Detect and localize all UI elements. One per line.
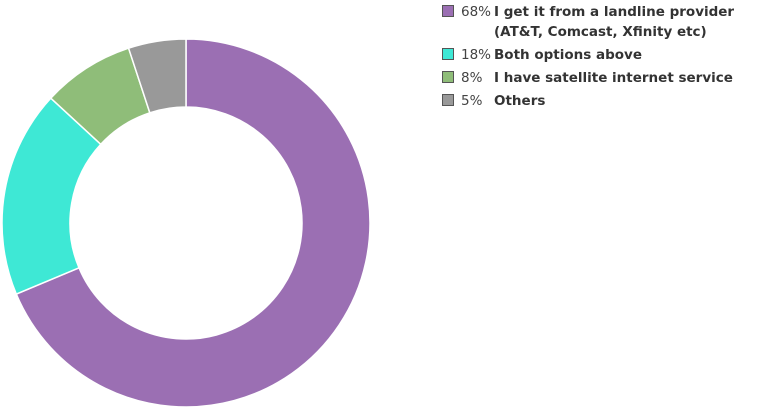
legend-percent: 18% — [461, 47, 492, 63]
chart-legend: 68% I get it from a landline provider (AT… — [442, 2, 778, 114]
legend-percent: 8% — [461, 70, 483, 86]
legend-swatch — [442, 48, 454, 60]
donut-slices — [1, 38, 371, 408]
legend-item-1[interactable]: 18% Both options above — [442, 45, 778, 65]
legend-item-0[interactable]: 68% I get it from a landline provider (AT… — [442, 2, 778, 42]
legend-percent: 68% — [461, 4, 492, 20]
legend-swatch — [442, 94, 454, 106]
legend-item-3[interactable]: 5% Others — [442, 91, 778, 111]
legend-swatch — [442, 71, 454, 83]
donut-slice-0[interactable] — [15, 38, 371, 408]
legend-label: Both options above — [494, 47, 642, 63]
legend-percent: 5% — [461, 93, 483, 109]
legend-label: I get it from a landline provider (AT&T,… — [494, 4, 735, 40]
legend-swatch — [442, 5, 454, 17]
legend-item-2[interactable]: 8% I have satellite internet service — [442, 68, 778, 88]
donut-slice-3[interactable] — [127, 38, 187, 114]
legend-label: I have satellite internet service — [494, 70, 733, 86]
legend-label: Others — [494, 93, 546, 109]
